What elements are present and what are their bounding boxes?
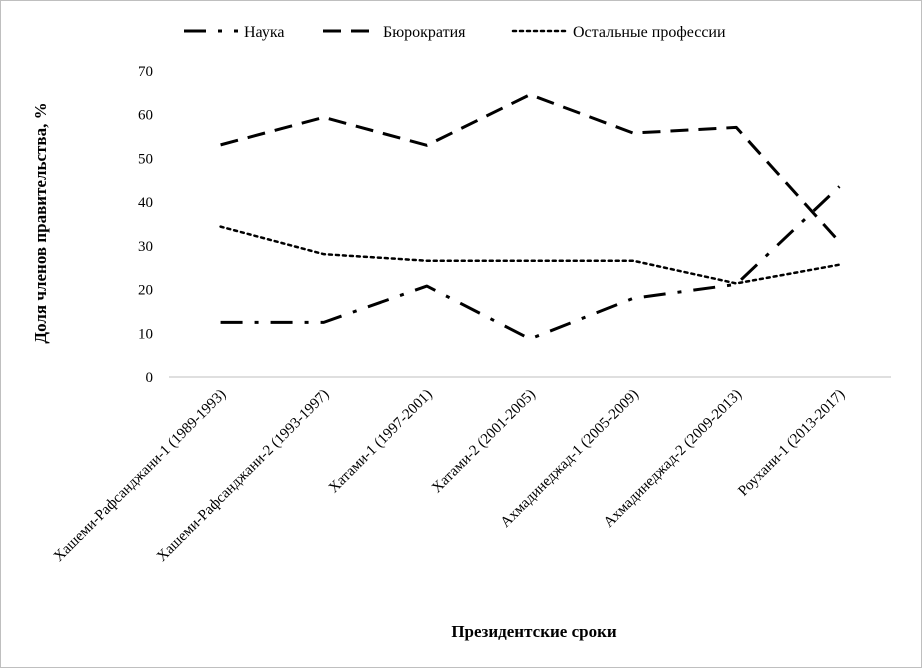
y-tick-label: 30 xyxy=(138,239,153,255)
series-lines xyxy=(219,93,841,341)
x-tick-label: Хатами-2 (2001-2005) xyxy=(429,387,539,497)
legend: Наука Бюрократия Остальные профессии xyxy=(184,24,726,41)
x-tick-label: Хатами-1 (1997-2001) xyxy=(326,387,436,497)
y-tick-label: 40 xyxy=(138,195,153,211)
x-axis-title: Президентские сроки xyxy=(451,622,617,641)
series-line xyxy=(219,225,841,285)
y-tick-label: 70 xyxy=(138,64,153,80)
x-tick-label: Роухани-1 (2013-2017) xyxy=(735,387,848,500)
series-line xyxy=(220,185,841,341)
y-tick-label: 60 xyxy=(138,108,153,124)
y-tick-label: 20 xyxy=(138,283,153,299)
legend-label: Бюрократия xyxy=(383,24,466,41)
x-tick-label: Хашеми-Рафсанджани-1 (1989-1993) xyxy=(51,387,229,565)
legend-label: Наука xyxy=(244,24,284,41)
y-tick-label: 50 xyxy=(138,151,153,167)
y-tick-label: 0 xyxy=(146,370,154,386)
x-axis: Хашеми-Рафсанджани-1 (1989-1993)Хашеми-Р… xyxy=(51,376,891,565)
y-axis: 0 10 20 30 40 50 60 70 xyxy=(138,64,153,386)
y-axis-title: Доля членов правительства, % xyxy=(31,102,50,343)
y-tick-label: 10 xyxy=(138,326,153,342)
x-tick-label: Хашеми-Рафсанджани-2 (1993-1997) xyxy=(154,387,332,565)
legend-label: Остальные профессии xyxy=(573,24,726,41)
series-line xyxy=(220,93,841,243)
